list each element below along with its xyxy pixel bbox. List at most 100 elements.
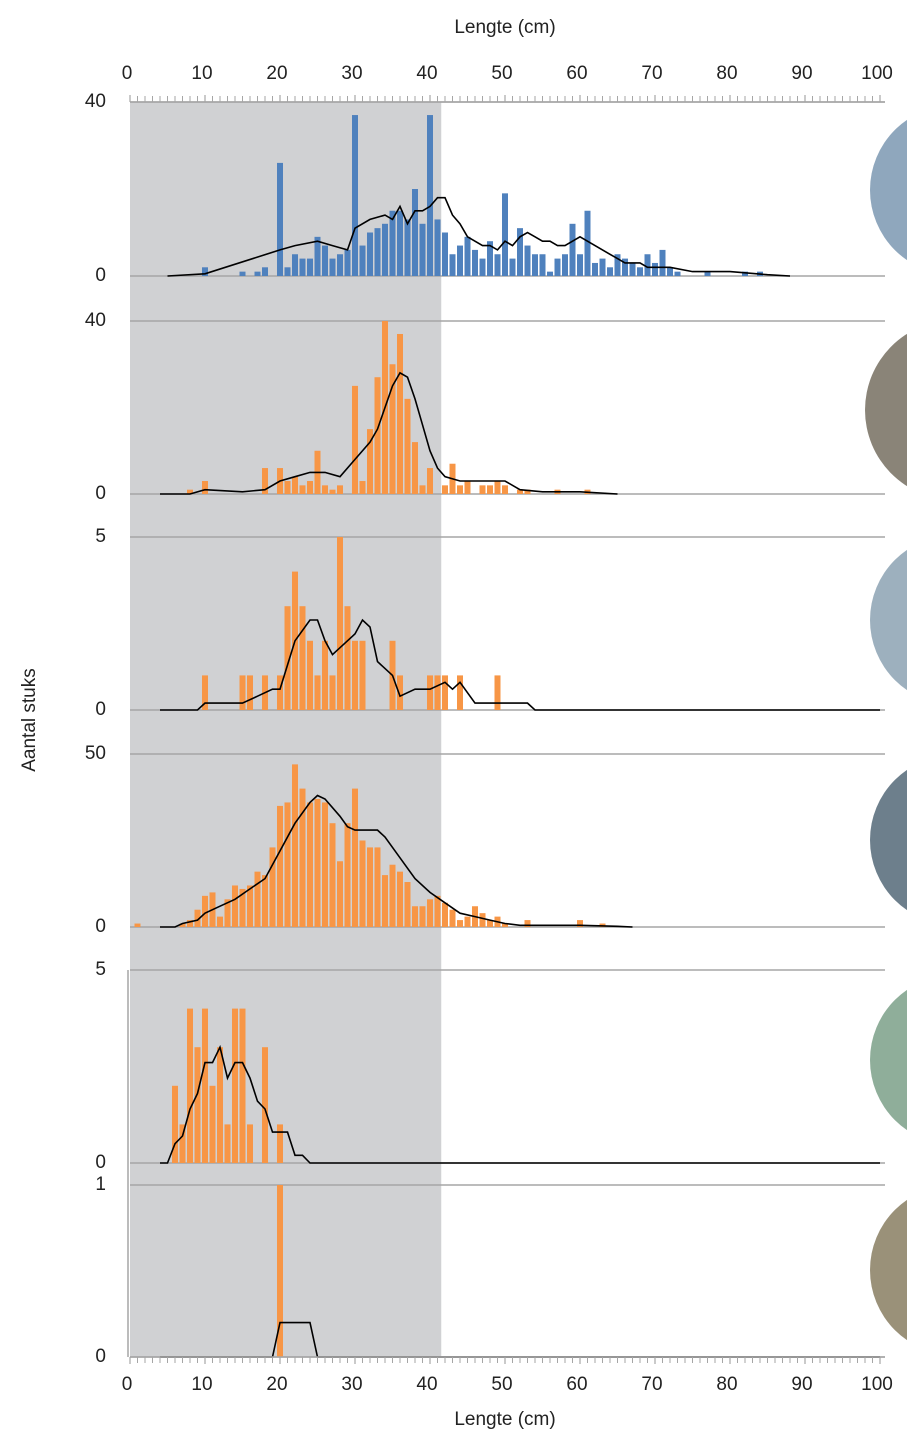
- bar: [442, 675, 448, 710]
- bar: [359, 640, 366, 710]
- bar: [262, 1047, 268, 1163]
- average-line: [160, 618, 880, 711]
- bar: [427, 468, 433, 494]
- bar: [457, 245, 463, 276]
- bar: [502, 193, 508, 276]
- bar: [202, 1008, 208, 1163]
- photo: [870, 119, 907, 261]
- bar: [404, 882, 411, 927]
- x-tick-label: 70: [641, 63, 662, 84]
- bar: [209, 1085, 216, 1163]
- average-line: [167, 196, 791, 277]
- bar: [262, 875, 268, 927]
- bar: [314, 236, 321, 276]
- bar: [457, 675, 463, 710]
- x-tick-label: 60: [566, 63, 587, 84]
- average-line: [160, 1044, 880, 1164]
- bar: [344, 249, 351, 276]
- bar: [337, 537, 343, 710]
- photos: [865, 119, 907, 1341]
- bar: [427, 899, 433, 927]
- bar: [524, 245, 531, 276]
- bar: [254, 271, 261, 276]
- y-axis-label: Aantal stuks: [19, 668, 40, 772]
- bar: [344, 823, 351, 927]
- shaded-region: [130, 102, 442, 1357]
- bar: [239, 675, 246, 710]
- bar: [307, 481, 313, 494]
- bar: [277, 1185, 283, 1357]
- bar: [374, 377, 381, 494]
- bar: [322, 485, 328, 494]
- x-tick-label: 100: [861, 1374, 893, 1395]
- bar: [397, 210, 403, 276]
- bar: [247, 675, 253, 710]
- bar: [337, 485, 343, 494]
- bar: [427, 675, 433, 710]
- bar: [659, 249, 666, 276]
- x-tick-label: 70: [641, 1374, 662, 1395]
- bar: [404, 219, 411, 276]
- y-tick-label: 0: [95, 699, 106, 720]
- bar: [359, 245, 366, 276]
- bar: [742, 271, 748, 276]
- bar: [284, 606, 291, 710]
- bar: [487, 920, 493, 927]
- bar: [419, 485, 426, 494]
- bar: [464, 236, 471, 276]
- bar: [194, 909, 201, 927]
- x-axis-label: Lengte (cm): [454, 1409, 555, 1430]
- bar: [382, 875, 388, 927]
- bar: [517, 228, 523, 276]
- bar: [547, 271, 553, 276]
- bar: [367, 429, 373, 494]
- bar: [202, 895, 208, 927]
- bar: [337, 254, 343, 276]
- bar: [457, 920, 463, 927]
- bar: [187, 489, 193, 494]
- bar: [412, 906, 418, 927]
- bar: [307, 802, 313, 927]
- bar: [419, 223, 426, 276]
- bar: [367, 232, 373, 276]
- bar: [434, 675, 441, 710]
- bar: [427, 115, 433, 276]
- x-tick-label: 60: [566, 1374, 587, 1395]
- bar: [172, 1085, 178, 1163]
- x-tick-label: 0: [122, 63, 133, 84]
- x-tick-label: 100: [861, 63, 893, 84]
- bar: [539, 254, 546, 276]
- bar: [314, 798, 321, 927]
- bar: [517, 489, 523, 494]
- bar: [704, 271, 711, 276]
- bar: [247, 1124, 253, 1163]
- bar: [329, 489, 336, 494]
- bar: [284, 802, 291, 927]
- x-tick-label: 50: [491, 63, 512, 84]
- bar: [187, 920, 193, 927]
- bar: [449, 909, 456, 927]
- bar: [577, 254, 583, 276]
- bar: [554, 258, 561, 276]
- bar: [434, 219, 441, 276]
- bar: [629, 262, 636, 276]
- bar: [502, 485, 508, 494]
- y-tick-label: 5: [95, 959, 106, 980]
- x-tick-label: 30: [341, 1374, 362, 1395]
- photo: [865, 333, 907, 487]
- x-tick-label: 90: [791, 1374, 812, 1395]
- bar: [247, 885, 253, 927]
- x-tick-label: 10: [191, 63, 212, 84]
- bar: [449, 254, 456, 276]
- bar: [292, 476, 298, 494]
- bar: [254, 871, 261, 927]
- bar: [389, 364, 396, 494]
- x-tick-label: 80: [716, 1374, 737, 1395]
- bar: [322, 245, 328, 276]
- bar: [359, 481, 366, 494]
- bar: [442, 232, 448, 276]
- x-tick-label: 40: [416, 1374, 437, 1395]
- bar: [367, 847, 373, 927]
- bar: [487, 241, 493, 276]
